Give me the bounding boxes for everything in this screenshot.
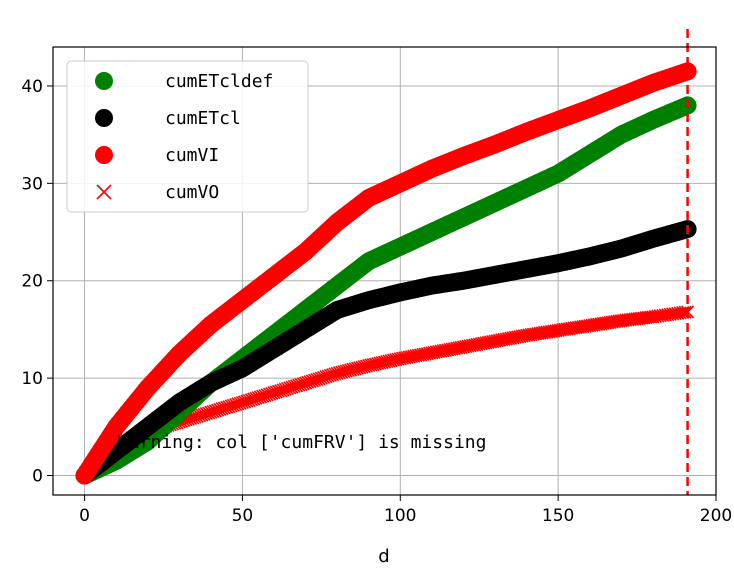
series-cumVI [75, 62, 697, 485]
x-tick-label: 50 [232, 506, 254, 526]
legend-marker-cumVI [95, 146, 113, 164]
y-tick-label: 20 [21, 272, 43, 292]
legend-marker-cumETcl [95, 109, 113, 127]
data-point-cumVO [676, 306, 690, 320]
y-tick-label: 40 [21, 77, 43, 97]
series-cumVO [78, 305, 695, 483]
x-tick-label: 100 [384, 506, 416, 526]
legend-label-cumETcl: cumETcl [165, 108, 241, 129]
tick-layer: 0 50 100 150 200 0 10 20 30 40 [21, 77, 732, 526]
legend-box [66, 60, 309, 213]
series-cumETcl [75, 220, 697, 485]
legend-marker-cumETcldef [95, 72, 113, 90]
data-point-cumVO [678, 305, 692, 319]
x-tick-label: 0 [79, 506, 90, 526]
legend-label-cumVI: cumVI [165, 145, 219, 166]
legend-label-cumVO: cumVO [165, 182, 219, 203]
warning-annotation: Warning: col ['cumFRV'] is missing [118, 432, 486, 453]
y-tick-label: 0 [32, 467, 43, 487]
legend-label-cumETcldef: cumETcldef [165, 71, 273, 92]
legend-marker-cumVO [96, 184, 112, 200]
x-tick-label: 150 [542, 506, 574, 526]
y-tick-label: 10 [21, 369, 43, 389]
y-tick-label: 30 [21, 174, 43, 194]
legend: cumETcldef cumETcl cumVI cumVO [66, 60, 309, 213]
series-layer [75, 62, 697, 485]
x-axis-label: d [378, 546, 389, 567]
x-tick-label: 200 [700, 506, 732, 526]
plot-frame [52, 46, 717, 496]
